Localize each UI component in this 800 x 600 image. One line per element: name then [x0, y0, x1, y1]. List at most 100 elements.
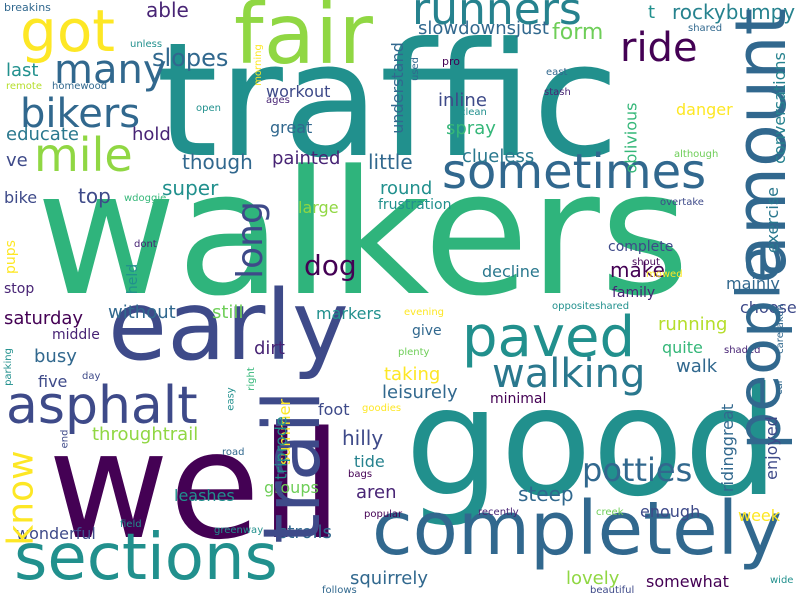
- word: follows: [322, 585, 357, 596]
- word: good: [405, 356, 779, 530]
- word: leisurely: [382, 382, 458, 403]
- word: bikers: [20, 91, 141, 137]
- word: choose: [740, 298, 797, 317]
- word: parking: [2, 348, 14, 386]
- word: pro: [442, 55, 460, 68]
- word: squirrely: [350, 568, 429, 589]
- word: slopes: [152, 44, 229, 72]
- word: throughtrail: [92, 424, 199, 445]
- word: goodies: [362, 403, 402, 414]
- word: five: [38, 372, 68, 391]
- word: triprode: [271, 416, 291, 480]
- word: hilly: [342, 426, 384, 450]
- word: held: [125, 263, 142, 295]
- word: make: [610, 258, 665, 282]
- word: running: [658, 314, 728, 335]
- word: still: [212, 302, 244, 323]
- word: middle: [52, 327, 100, 343]
- word: long: [229, 201, 271, 279]
- word: foot: [318, 400, 350, 419]
- word: danger: [676, 100, 733, 119]
- word: last: [6, 60, 39, 81]
- word: ll: [540, 102, 551, 123]
- word: unless: [130, 39, 163, 50]
- word: tide: [354, 452, 385, 471]
- word: pups: [2, 240, 19, 274]
- word: saturday: [4, 308, 84, 329]
- word: shaded: [724, 345, 761, 356]
- word: homewood: [52, 81, 108, 92]
- word: clueless: [462, 146, 535, 167]
- word: somewhat: [646, 572, 729, 591]
- word: road: [222, 447, 245, 458]
- word: caretaken: [774, 304, 786, 354]
- word: end: [59, 429, 71, 449]
- word: exercise: [763, 186, 783, 254]
- word: completely: [372, 486, 782, 572]
- word: ages: [266, 95, 290, 106]
- word: frustration: [378, 197, 452, 213]
- word: stash: [544, 87, 571, 98]
- word: walkers: [36, 133, 690, 334]
- word: able: [146, 0, 189, 22]
- word: sections: [14, 521, 278, 595]
- word: aren: [356, 482, 397, 503]
- word: sometimes: [442, 144, 707, 200]
- word: bike: [4, 188, 38, 207]
- word: dirt: [254, 338, 285, 359]
- word: wide: [770, 575, 794, 586]
- word: east: [546, 67, 568, 78]
- word: oppositeshared: [552, 301, 630, 312]
- word: conversations: [769, 52, 789, 164]
- word: breakins: [4, 1, 51, 14]
- word: remote: [6, 81, 42, 92]
- word: give: [412, 323, 442, 339]
- word: easy: [225, 387, 237, 411]
- word: plenty: [398, 347, 430, 358]
- word: paved: [462, 305, 636, 370]
- word: hold: [132, 124, 171, 145]
- word: t: [648, 2, 656, 23]
- word: day: [82, 371, 101, 382]
- word: little: [368, 150, 413, 174]
- word: great: [270, 118, 313, 137]
- word: large: [298, 198, 339, 217]
- word: walking: [492, 351, 646, 397]
- word: runners: [412, 0, 582, 35]
- word: morning: [252, 44, 264, 86]
- word: enjoyed: [761, 416, 781, 480]
- word: walk: [676, 356, 718, 377]
- word: wdoggie: [124, 193, 167, 204]
- word: quite: [662, 338, 703, 357]
- word: top: [78, 184, 111, 208]
- word: potties: [582, 451, 693, 489]
- word: taking: [384, 364, 441, 385]
- word: well: [48, 400, 343, 572]
- word: without: [108, 302, 176, 323]
- word: ridinggreat: [718, 403, 738, 493]
- word: ve: [6, 150, 28, 171]
- word: spray: [446, 118, 496, 139]
- word: week: [738, 506, 781, 525]
- word: super: [162, 176, 219, 200]
- word: leashes: [174, 486, 235, 505]
- word: used: [410, 56, 422, 82]
- word: steep: [518, 482, 574, 506]
- word: shared: [688, 23, 723, 34]
- word: workout: [266, 82, 331, 101]
- word: lovely: [566, 568, 620, 589]
- word: open: [196, 103, 221, 114]
- word: mowed: [646, 269, 683, 280]
- word: mile: [34, 128, 133, 182]
- word: rockybumpy: [672, 0, 796, 24]
- word: ride: [620, 25, 698, 71]
- word: enough: [640, 502, 701, 521]
- word: painted: [272, 148, 341, 169]
- word: family: [612, 285, 656, 301]
- word: minimal: [490, 391, 547, 407]
- word: although: [674, 149, 719, 160]
- word: know: [0, 450, 42, 546]
- word: many: [54, 47, 167, 93]
- word: screened: [234, 78, 246, 124]
